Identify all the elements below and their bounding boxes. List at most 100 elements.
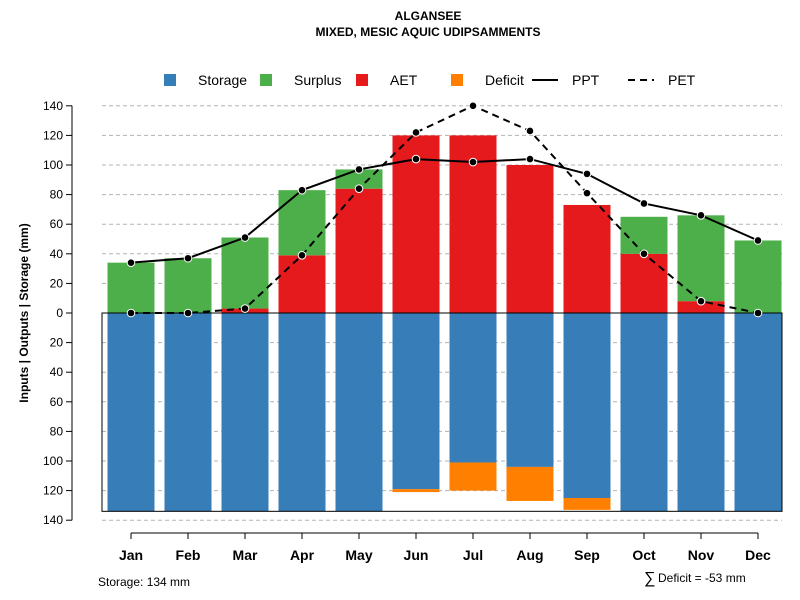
bars	[101, 135, 783, 512]
ppt-line	[130, 158, 759, 264]
x-tick-label-jul: Jul	[463, 547, 483, 563]
pet-point-aug	[525, 126, 535, 136]
pet-point-jul	[468, 101, 478, 111]
y-tick-label: 80	[50, 424, 64, 438]
aet-bar-sep	[563, 204, 611, 313]
pet-point-sep	[582, 188, 592, 198]
y-tick-label: 120	[43, 484, 63, 498]
storage-bar-oct	[620, 313, 668, 512]
aet-bar-may	[335, 188, 383, 313]
aet-bar-apr	[278, 255, 326, 313]
surplus-bar-nov	[677, 215, 725, 302]
storage-bar-may	[335, 313, 383, 512]
ppt-point-oct	[639, 199, 649, 208]
pet-point-may	[354, 184, 364, 193]
pet-point-mar	[240, 304, 250, 313]
legend-label-aet: AET	[390, 72, 418, 88]
legend: Storage Surplus AET Deficit PPT PET	[164, 72, 696, 88]
deficit-bar-jul	[449, 462, 497, 491]
ppt-point-sep	[582, 169, 592, 179]
storage-bar-apr	[278, 313, 326, 512]
aet-bar-nov	[677, 301, 725, 313]
surplus-bar-oct	[620, 216, 668, 254]
storage-bar-jul	[449, 313, 497, 463]
x-tick-label-may: May	[345, 547, 372, 563]
y-tick-label: 120	[43, 128, 63, 142]
x-tick-label-apr: Apr	[290, 547, 315, 563]
y-tick-label: 80	[50, 188, 64, 202]
ppt-point-jun	[411, 154, 421, 164]
y-tick-label: 140	[43, 99, 63, 113]
surplus-bar-mar	[221, 237, 269, 309]
pet-line	[131, 104, 759, 314]
deficit-bar-sep	[563, 498, 611, 510]
ppt-point-mar	[240, 233, 250, 242]
pet-point-jan	[126, 308, 136, 318]
deficit-note: Deficit = -53 mm	[658, 571, 746, 585]
x-tick-label-mar: Mar	[233, 547, 258, 563]
x-tick-label-aug: Aug	[516, 547, 543, 563]
ppt-point-jan	[126, 258, 136, 267]
ppt-point-nov	[696, 211, 706, 220]
chart-title: ALGANSEE	[395, 9, 462, 23]
legend-label-pet: PET	[668, 72, 696, 88]
ppt-point-feb	[183, 253, 193, 263]
x-tick-label-jan: Jan	[119, 547, 143, 563]
chart-subtitle: MIXED, MESIC AQUIC UDIPSAMMENTS	[316, 25, 541, 39]
legend-label-storage: Storage	[198, 72, 247, 88]
axes: 140 120 100 80 60 40 20 0 20 40 60 80 100 120 140 Jan Fe…	[43, 99, 771, 563]
legend-label-ppt: PPT	[572, 72, 600, 88]
legend-swatch-surplus	[260, 74, 272, 86]
storage-bar-mar	[221, 313, 269, 512]
y-tick-label: 40	[50, 247, 64, 261]
y-tick-label: 20	[50, 276, 64, 290]
legend-label-surplus: Surplus	[294, 72, 341, 88]
ppt-point-may	[354, 165, 364, 174]
legend-swatch-aet	[356, 74, 368, 86]
y-axis-label: Inputs | Outputs | Storage (mm)	[17, 223, 31, 402]
storage-bar-jun	[392, 313, 440, 490]
storage-bar-feb	[164, 313, 212, 512]
ppt-point-dec	[753, 236, 763, 245]
legend-swatch-deficit	[451, 74, 463, 86]
surplus-bar-apr	[278, 190, 326, 256]
x-tick-label-oct: Oct	[632, 547, 656, 563]
surplus-bar-feb	[164, 258, 212, 313]
ppt-point-apr	[297, 185, 307, 195]
storage-bar-jan	[107, 313, 155, 512]
aet-bar-aug	[506, 165, 554, 313]
storage-bar-nov	[677, 313, 725, 512]
y-tick-label: 40	[50, 365, 64, 379]
surplus-bar-dec	[734, 240, 782, 313]
pet-point-dec	[753, 308, 763, 318]
deficit-bar-aug	[506, 466, 554, 501]
storage-note: Storage: 134 mm	[98, 575, 190, 589]
y-tick-label: 60	[50, 395, 64, 409]
pet-point-apr	[297, 250, 307, 260]
series-lines	[126, 101, 763, 318]
pet-point-feb	[183, 308, 193, 318]
y-tick-label: 60	[50, 217, 64, 231]
pet-point-oct	[639, 249, 649, 259]
legend-label-deficit: Deficit	[485, 72, 524, 88]
legend-swatch-storage	[164, 74, 176, 86]
pet-point-nov	[696, 296, 706, 306]
sum-symbol-icon: ∑	[644, 570, 655, 587]
deficit-bar-jun	[392, 489, 440, 493]
x-tick-label-dec: Dec	[745, 547, 771, 563]
storage-bar-dec	[734, 313, 782, 512]
aet-bar-jun	[392, 135, 440, 313]
pet-point-jun	[411, 128, 421, 137]
aet-bar-oct	[620, 253, 668, 313]
y-tick-label: 140	[43, 513, 63, 527]
ppt-point-jul	[468, 157, 478, 167]
storage-bar-aug	[506, 313, 554, 467]
storage-bar-sep	[563, 313, 611, 498]
x-tick-label-sep: Sep	[574, 547, 600, 563]
y-tick-label: 100	[43, 454, 63, 468]
ppt-point-aug	[525, 154, 535, 164]
y-tick-label: 20	[50, 336, 64, 350]
gridlines	[102, 105, 782, 521]
x-tick-label-feb: Feb	[176, 547, 201, 563]
